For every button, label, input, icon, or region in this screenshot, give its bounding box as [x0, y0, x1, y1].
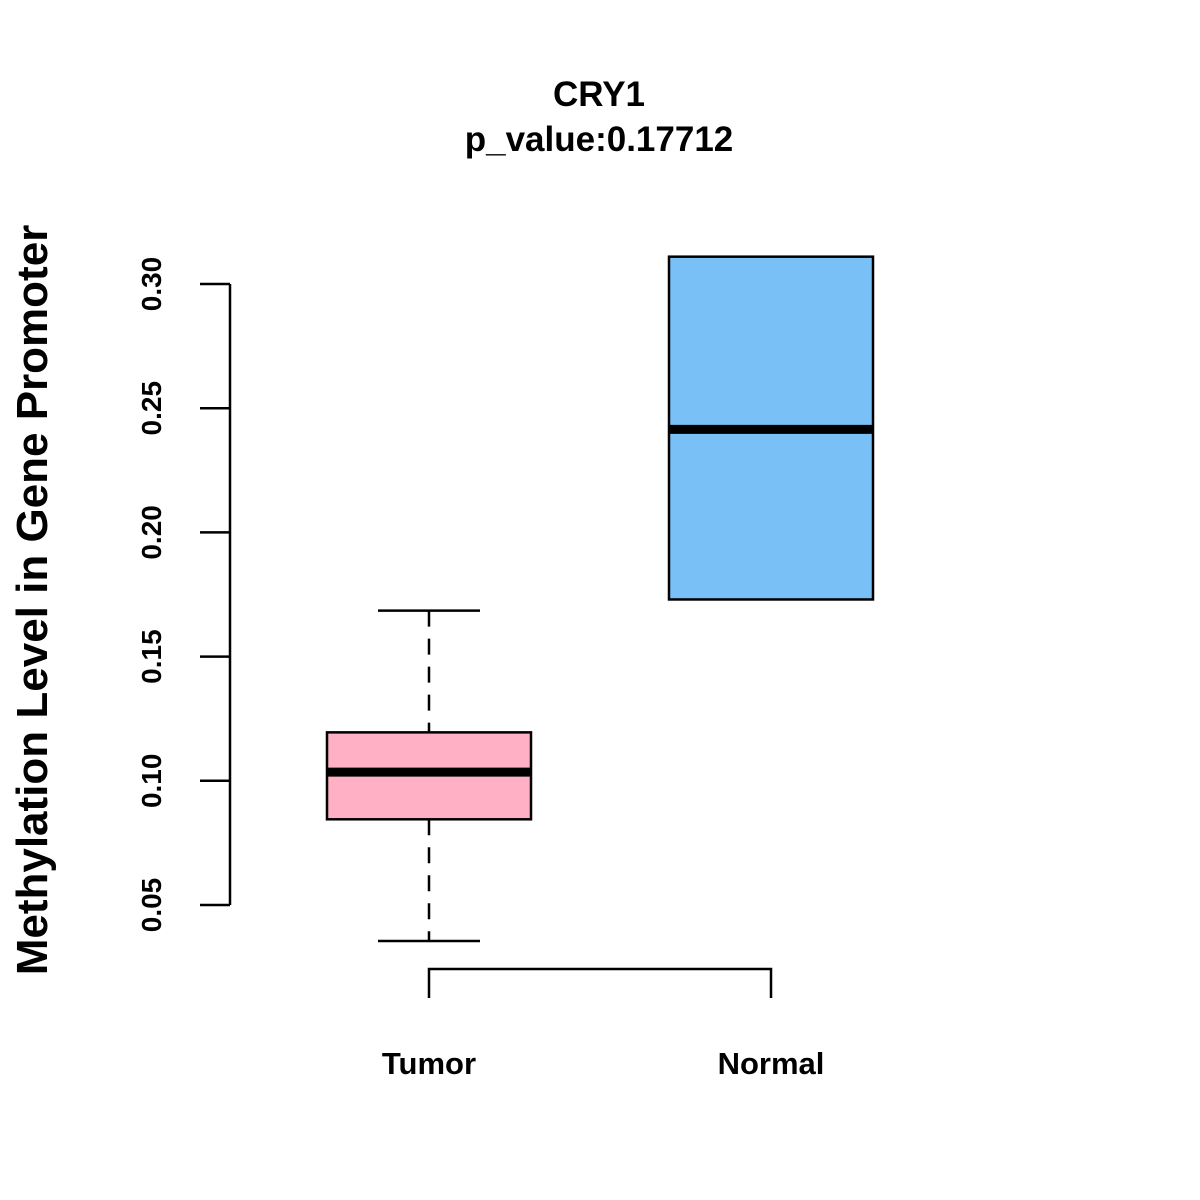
- comparison-bracket: [427, 967, 773, 998]
- y-tick-label: 0.10: [136, 754, 167, 809]
- y-axis-label: Methylation Level in Gene Promoter: [8, 225, 57, 976]
- chart-subtitle: p_value:0.17712: [465, 120, 734, 159]
- y-tick-label: 0.20: [136, 505, 167, 560]
- category-labels: Tumor Normal: [382, 1046, 824, 1081]
- y-tick-label: 0.30: [136, 257, 167, 312]
- y-tick-label: 0.25: [136, 381, 167, 436]
- box-tumor: [325, 609, 533, 943]
- box-normal: [667, 255, 875, 601]
- y-tick-label: 0.15: [136, 629, 167, 684]
- boxes-group: [325, 255, 875, 943]
- category-label-tumor: Tumor: [382, 1046, 476, 1081]
- category-label-normal: Normal: [718, 1046, 825, 1081]
- y-axis: 0.05 0.10 0.15 0.20 0.25 0.30: [136, 257, 232, 933]
- y-tick-label: 0.05: [136, 878, 167, 933]
- comparison-bracket-group: [427, 967, 773, 998]
- chart-title: CRY1: [553, 75, 645, 114]
